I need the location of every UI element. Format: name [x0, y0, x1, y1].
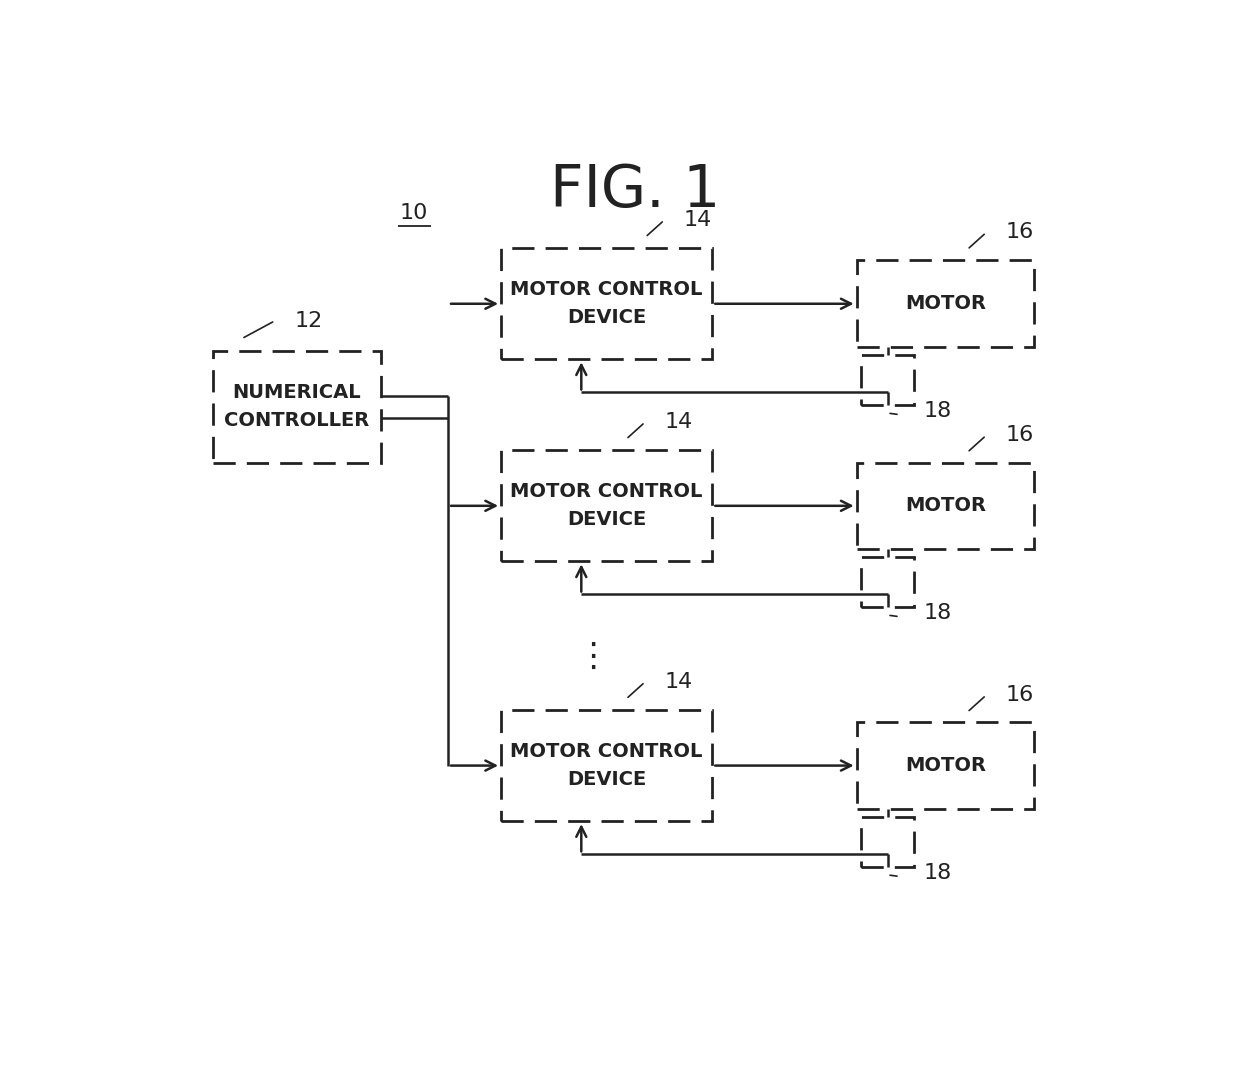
Text: FIG. 1: FIG. 1	[551, 162, 720, 218]
Text: 12: 12	[294, 311, 322, 331]
Text: MOTOR CONTROL
DEVICE: MOTOR CONTROL DEVICE	[511, 742, 703, 789]
Text: ⋮: ⋮	[575, 639, 609, 673]
Text: MOTOR: MOTOR	[905, 756, 986, 775]
Text: MOTOR CONTROL
DEVICE: MOTOR CONTROL DEVICE	[511, 482, 703, 529]
Text: 14: 14	[683, 210, 712, 230]
Text: 14: 14	[665, 412, 693, 432]
Text: 16: 16	[1006, 685, 1034, 705]
Bar	[501, 450, 712, 561]
Text: MOTOR: MOTOR	[905, 496, 986, 515]
Text: 18: 18	[924, 402, 952, 421]
Text: 16: 16	[1006, 223, 1034, 242]
Text: 14: 14	[665, 672, 693, 692]
Text: 18: 18	[924, 603, 952, 623]
Text: 18: 18	[924, 863, 952, 884]
Bar	[862, 557, 914, 607]
Bar	[862, 817, 914, 866]
Text: NUMERICAL
CONTROLLER: NUMERICAL CONTROLLER	[224, 383, 370, 431]
Text: MOTOR CONTROL
DEVICE: MOTOR CONTROL DEVICE	[511, 281, 703, 328]
Bar	[857, 260, 1034, 347]
Text: 10: 10	[401, 203, 429, 224]
Text: 16: 16	[1006, 425, 1034, 446]
Bar	[213, 351, 381, 463]
Bar	[857, 463, 1034, 549]
Bar	[501, 248, 712, 360]
Bar	[857, 722, 1034, 809]
Bar	[862, 356, 914, 405]
Bar	[501, 710, 712, 821]
Text: MOTOR: MOTOR	[905, 295, 986, 313]
